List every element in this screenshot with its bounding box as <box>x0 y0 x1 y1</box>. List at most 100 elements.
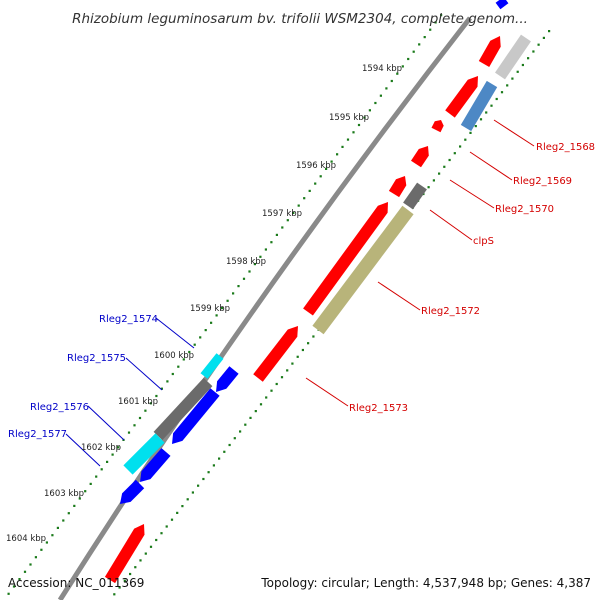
gene-arrow-rleg2-1570[interactable] <box>411 146 429 168</box>
tick-dot-inner <box>296 355 299 358</box>
gene-label-rleg2-1574[interactable]: Rleg2_1574 <box>99 314 158 325</box>
gene-label-rleg2-1570[interactable]: Rleg2_1570 <box>495 204 554 215</box>
tick-dot-inner <box>170 518 174 521</box>
gene-label-rleg2-1576[interactable]: Rleg2_1576 <box>30 402 89 413</box>
tick-dot-outer <box>40 548 43 551</box>
tick-dot-outer <box>117 446 120 449</box>
tick-dot-outer <box>34 556 37 559</box>
kbp-label-1598: 1598 kbp <box>226 257 266 267</box>
tick-dot-inner <box>542 36 545 39</box>
gene-arrow-blue-1[interactable] <box>216 366 239 392</box>
gene-track <box>104 0 531 584</box>
tick-dot-outer <box>166 380 169 383</box>
tick-dot-outer <box>193 343 196 346</box>
tick-dot-outer <box>160 387 163 390</box>
tick-dot-inner <box>469 131 472 134</box>
tick-dot-inner <box>176 511 179 514</box>
gene-arrow-blue-3[interactable] <box>140 448 171 482</box>
tick-dot-outer <box>297 204 300 207</box>
gene-arrow-rleg2-1577[interactable] <box>123 433 165 475</box>
gene-arrow-top[interactable] <box>478 36 501 67</box>
tick-dot-inner <box>490 104 493 107</box>
gene-label-rleg2-1577[interactable]: Rleg2_1577 <box>8 429 67 440</box>
kbp-labels: 1594 kbp 1595 kbp 1596 kbp 1597 kbp 1598… <box>6 64 402 544</box>
tick-dot-inner <box>139 559 142 562</box>
tick-dot-inner <box>438 172 441 175</box>
tick-dot-inner <box>186 498 189 501</box>
tick-dot-inner <box>511 77 514 80</box>
gene-label-rleg2-1575[interactable]: Rleg2_1575 <box>67 353 126 364</box>
tick-dot-outer <box>221 307 224 310</box>
tick-dot-outer <box>89 482 92 485</box>
tick-dot-inner <box>474 125 477 128</box>
gene-label-rleg2-1573[interactable]: Rleg2_1573 <box>349 403 408 414</box>
gene-arrow-clps[interactable] <box>388 176 407 198</box>
tick-dot-inner <box>448 158 451 162</box>
gene-arrow-blue-4[interactable] <box>120 479 145 504</box>
tick-dot-inner <box>155 538 158 542</box>
tick-dot-inner <box>516 70 519 73</box>
gene-label-rleg2-1572[interactable]: Rleg2_1572 <box>421 306 480 317</box>
gene-arrow-blue-top[interactable] <box>495 0 509 10</box>
kbp-label-1600: 1600 kbp <box>154 351 194 361</box>
tick-dot-outer <box>248 270 251 273</box>
tick-dot-outer <box>336 153 339 156</box>
tick-dot-outer <box>29 563 32 566</box>
tick-dot-inner <box>521 63 524 67</box>
gene-arrow-rleg2-1569[interactable] <box>460 80 498 132</box>
tick-dot-inner <box>144 552 147 555</box>
tick-dot-outer <box>144 409 147 412</box>
tick-dot-inner <box>118 586 121 589</box>
tick-dot-inner <box>123 579 126 582</box>
tick-dot-inner <box>548 30 551 33</box>
tick-dot-outer <box>352 131 355 134</box>
gene-arrow-bottom[interactable] <box>104 524 145 584</box>
tick-dot-inner <box>301 348 304 352</box>
gene-arrow-rleg2-1572[interactable] <box>303 202 388 316</box>
gene-arrow-rleg2-1573[interactable] <box>253 326 298 382</box>
gene-arrow-rleg2-1574[interactable] <box>200 353 224 379</box>
tick-dot-inner <box>286 369 289 372</box>
tick-dot-inner <box>223 450 226 453</box>
gene-arrow-olive[interactable] <box>312 205 414 335</box>
leader-rleg2-1573 <box>305 377 349 407</box>
tick-dot-outer <box>385 87 388 90</box>
leader-rleg2-1569 <box>469 151 513 181</box>
tick-dot-outer <box>440 14 443 17</box>
tick-dot-outer <box>357 123 361 127</box>
leader-rleg2-1575 <box>125 357 163 391</box>
tick-dot-outer <box>62 519 65 522</box>
tick-dot-outer <box>177 365 180 368</box>
gene-arrow-rleg2-1568[interactable] <box>445 76 478 118</box>
tick-dot-inner <box>537 43 540 46</box>
gene-arrow-gray-top[interactable] <box>495 34 531 80</box>
tick-dot-inner <box>233 437 236 440</box>
kbp-label-1599: 1599 kbp <box>190 304 230 314</box>
tick-dot-inner <box>527 57 530 60</box>
tick-dot-outer <box>275 233 278 236</box>
leader-rleg2-1574 <box>155 317 195 349</box>
gene-arrow-rleg2-1576[interactable] <box>172 388 220 444</box>
tick-dot-inner <box>443 165 446 168</box>
gene-label-rleg2-1569[interactable]: Rleg2_1569 <box>513 176 572 187</box>
gene-arrow-hyp-1[interactable] <box>403 182 427 210</box>
accession-text: Accession: NC_011369 <box>8 576 144 590</box>
kbp-label-1595: 1595 kbp <box>329 113 369 123</box>
gene-label-clps[interactable]: clpS <box>473 236 494 247</box>
tick-dot-inner <box>244 423 247 426</box>
gene-arrow-small[interactable] <box>431 120 444 133</box>
tick-dot-inner <box>312 335 315 338</box>
leader-rleg2-1568 <box>493 119 535 147</box>
gene-arrow-rleg2-1575[interactable] <box>153 377 213 441</box>
tick-dot-inner <box>291 362 294 365</box>
tick-dot-outer <box>286 219 289 222</box>
tick-dot-inner <box>427 186 430 189</box>
gene-label-rleg2-1568[interactable]: Rleg2_1568 <box>536 142 595 153</box>
tick-dot-outer <box>232 292 235 295</box>
tick-dot-outer <box>138 416 142 420</box>
tick-dot-inner <box>113 593 116 596</box>
kbp-label-1601: 1601 kbp <box>118 397 158 407</box>
tick-dot-inner <box>270 389 273 392</box>
label-leader-lines <box>65 119 535 467</box>
tick-dot-outer <box>407 57 410 61</box>
